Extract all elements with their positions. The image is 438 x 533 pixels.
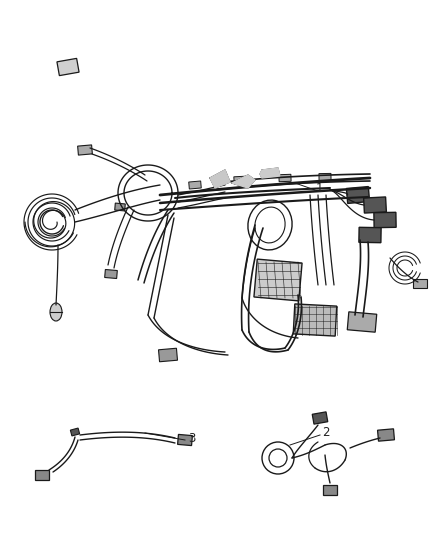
Bar [78,145,92,155]
Bar [279,174,291,182]
Bar [293,304,337,336]
Bar [347,312,377,332]
Bar [189,181,201,189]
Bar [115,203,125,211]
Polygon shape [260,168,280,178]
Polygon shape [232,175,255,188]
Bar [177,434,192,446]
Bar [374,212,396,228]
Bar [413,279,427,287]
Bar [71,428,80,436]
Bar [378,429,395,441]
Bar [35,470,49,480]
Bar [57,59,79,76]
Bar [254,259,302,301]
Text: 1: 1 [316,182,324,196]
Text: 2: 2 [322,426,329,440]
Bar [359,227,381,243]
Bar [312,412,328,424]
Bar [364,197,386,213]
Bar [346,187,370,204]
Ellipse shape [50,303,62,321]
Bar [319,173,331,181]
Bar [323,485,337,495]
Bar [234,176,246,184]
Bar [159,348,177,362]
Bar [105,270,117,279]
Polygon shape [210,170,230,188]
Text: 3: 3 [188,432,195,445]
